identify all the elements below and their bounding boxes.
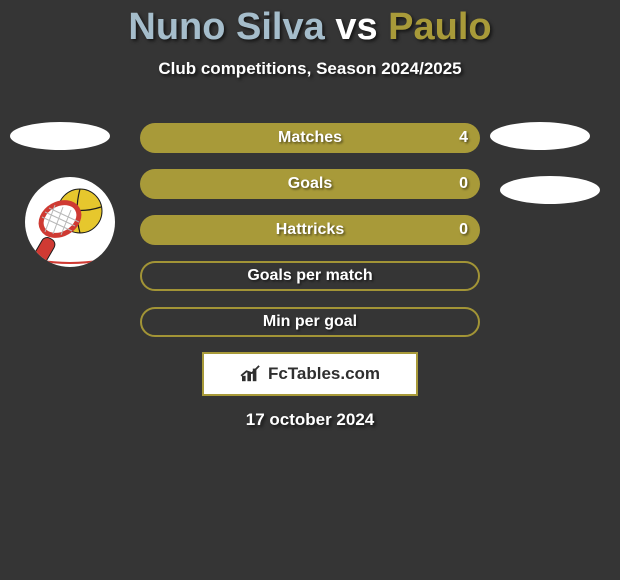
page-title: Nuno Silva vs Paulo	[0, 0, 620, 49]
stat-row: Min per goal	[140, 307, 480, 337]
stat-row: Matches 4	[140, 123, 480, 153]
right-ellipse-1	[490, 122, 590, 150]
subtitle: Club competitions, Season 2024/2025	[0, 59, 620, 79]
stat-label: Goals per match	[140, 261, 480, 291]
stat-row: Hattricks 0	[140, 215, 480, 245]
stat-label: Hattricks	[140, 215, 480, 245]
stat-right-value: 0	[459, 169, 468, 199]
stat-row: Goals 0	[140, 169, 480, 199]
source-badge: FcTables.com	[202, 352, 418, 396]
title-vs: vs	[335, 6, 377, 48]
title-player1: Nuno Silva	[128, 6, 324, 48]
source-badge-text: FcTables.com	[268, 364, 380, 384]
bar-chart-icon	[240, 365, 262, 383]
stat-right-value: 4	[459, 123, 468, 153]
title-player2: Paulo	[388, 6, 491, 48]
stat-label: Min per goal	[140, 307, 480, 337]
right-ellipse-2	[500, 176, 600, 204]
stat-label: Goals	[140, 169, 480, 199]
date-text: 17 october 2024	[0, 410, 620, 430]
stats-block: Matches 4 Goals 0 Hattricks 0 Goals per …	[140, 123, 480, 353]
left-avatar	[25, 177, 115, 267]
stat-label: Matches	[140, 123, 480, 153]
left-ellipse-1	[10, 122, 110, 150]
stat-row: Goals per match	[140, 261, 480, 291]
club-logo-icon	[25, 177, 115, 267]
stat-right-value: 0	[459, 215, 468, 245]
